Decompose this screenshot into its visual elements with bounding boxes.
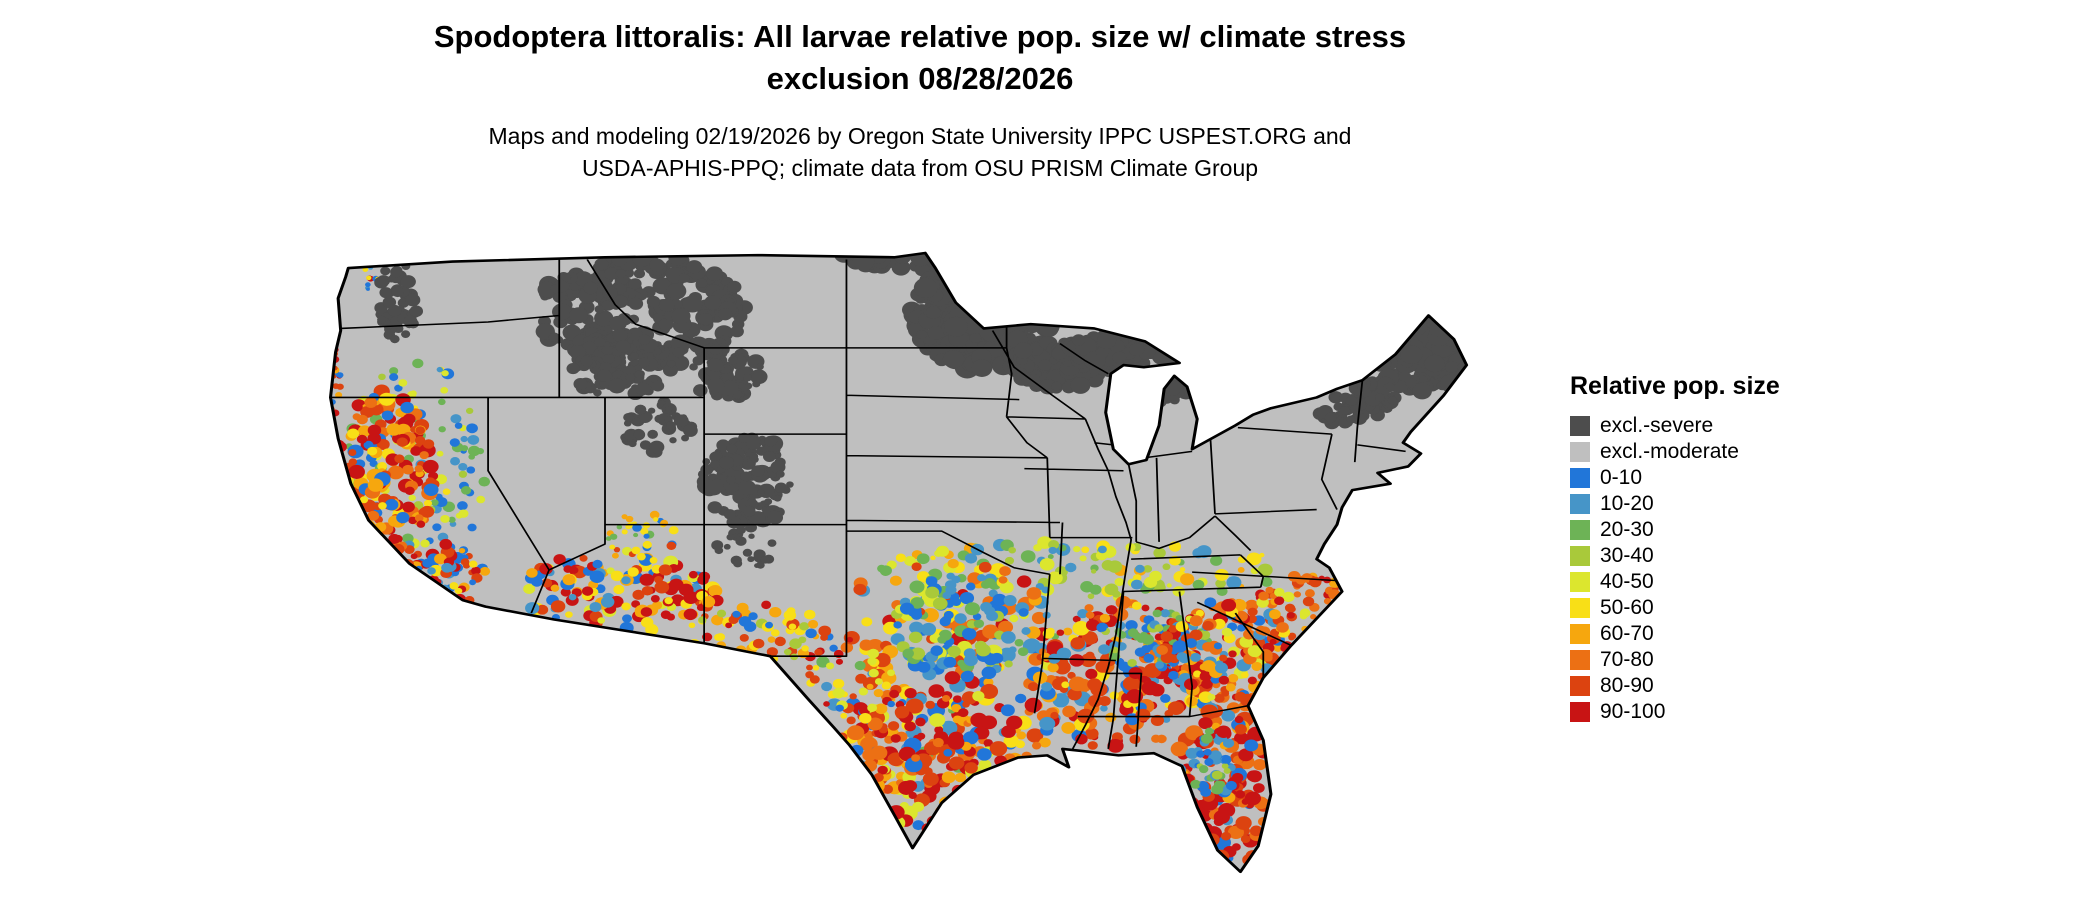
legend-label: 90-100	[1600, 700, 1666, 723]
legend-label: 50-60	[1600, 596, 1654, 619]
legend-label: 30-40	[1600, 544, 1654, 567]
legend-label: 60-70	[1600, 622, 1654, 645]
legend-swatch	[1570, 468, 1590, 488]
legend-swatch	[1570, 702, 1590, 722]
legend-row: 70-80	[1570, 647, 1870, 673]
legend-row: 50-60	[1570, 595, 1870, 621]
legend-swatch	[1570, 650, 1590, 670]
map-subtitle: Maps and modeling 02/19/2026 by Oregon S…	[488, 122, 1352, 181]
legend-label: 20-30	[1600, 518, 1654, 541]
us-outline	[328, 251, 1469, 874]
legend-swatch	[1570, 520, 1590, 540]
state-borders	[330, 259, 1406, 750]
legend-swatch	[1570, 676, 1590, 696]
legend-label: 40-50	[1600, 570, 1654, 593]
legend-swatch	[1570, 442, 1590, 462]
legend: Relative pop. size excl.-severe excl.-mod…	[1570, 372, 1870, 725]
legend-swatch	[1570, 416, 1590, 436]
legend-row: excl.-moderate	[1570, 439, 1870, 465]
legend-swatch	[1570, 624, 1590, 644]
legend-label: 70-80	[1600, 648, 1654, 671]
legend-label: excl.-moderate	[1600, 440, 1739, 463]
legend-row: 0-10	[1570, 465, 1870, 491]
legend-row: 90-100	[1570, 699, 1870, 725]
legend-label: 0-10	[1600, 466, 1643, 489]
legend-title: Relative pop. size	[1570, 372, 1780, 400]
legend-row: 30-40	[1570, 543, 1870, 569]
map-title: Spodoptera littoralis: All larvae relati…	[433, 19, 1407, 96]
legend-label: 80-90	[1600, 674, 1654, 697]
legend-row: 60-70	[1570, 621, 1870, 647]
legend-label: 10-20	[1600, 492, 1654, 515]
legend-swatch	[1570, 546, 1590, 566]
header: Spodoptera littoralis: All larvae relati…	[320, 16, 1520, 184]
legend-row: 40-50	[1570, 569, 1870, 595]
legend-swatch	[1570, 572, 1590, 592]
legend-items: excl.-severe excl.-moderate 0-10 10-20 20-30…	[1570, 413, 1870, 725]
legend-row: excl.-severe	[1570, 413, 1870, 439]
legend-swatch	[1570, 494, 1590, 514]
legend-swatch	[1570, 598, 1590, 618]
us-map	[328, 251, 1469, 874]
legend-row: 10-20	[1570, 491, 1870, 517]
legend-row: 20-30	[1570, 517, 1870, 543]
legend-row: 80-90	[1570, 673, 1870, 699]
legend-label: excl.-severe	[1600, 414, 1714, 437]
us-map-container	[300, 212, 1520, 902]
